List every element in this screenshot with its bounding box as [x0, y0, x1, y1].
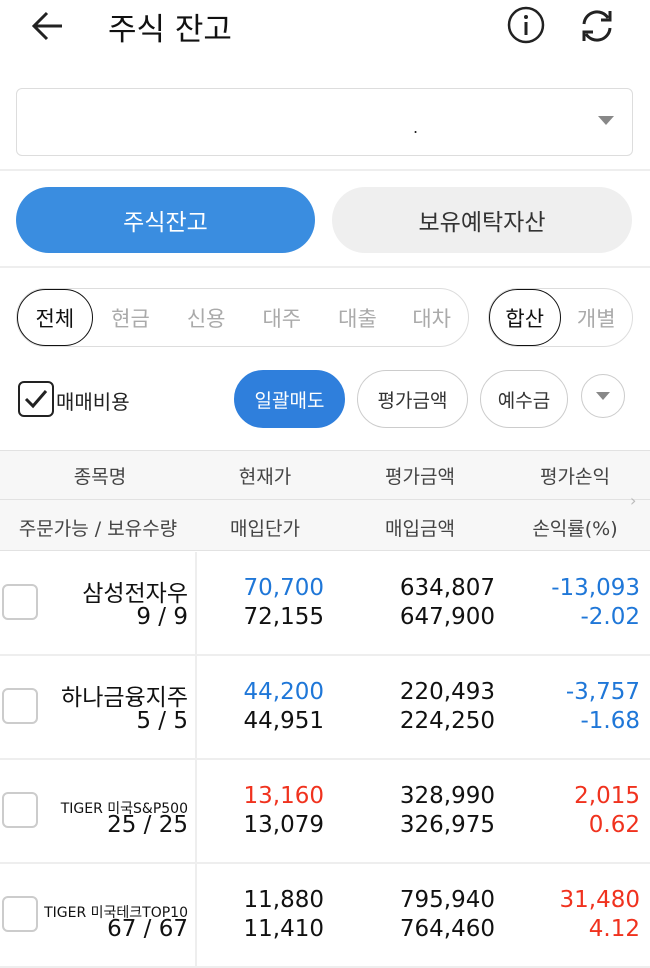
- filter-all[interactable]: 전체: [17, 289, 93, 346]
- current-price: 44,200: [243, 679, 324, 705]
- filter-short[interactable]: 대주: [262, 306, 302, 331]
- buy-price: 11,410: [243, 916, 324, 942]
- eval-amount: 328,990: [399, 783, 495, 809]
- eval-amount-button[interactable]: 평가금액: [357, 370, 468, 428]
- view-combined[interactable]: 합산: [489, 289, 561, 346]
- row-checkbox[interactable]: [2, 584, 38, 620]
- chevron-down-icon[interactable]: [598, 116, 614, 125]
- chevron-right-icon[interactable]: ›: [630, 491, 637, 510]
- view-filter: 합산 개별: [488, 288, 633, 347]
- divider: [195, 656, 197, 758]
- filter-lending[interactable]: 대차: [412, 306, 451, 331]
- type-filter: 전체 현금 신용 대주 대출 대차: [16, 288, 469, 347]
- fee-label: 매매비용: [56, 390, 130, 414]
- col-name: 종목명: [73, 466, 127, 488]
- stock-qty: 5 / 5: [136, 708, 188, 734]
- table-row[interactable]: 하나금융지주 5 / 5 44,200 44,951 220,493 224,2…: [0, 656, 650, 760]
- table-row[interactable]: 삼성전자우 9 / 9 70,700 72,155 634,807 647,90…: [0, 552, 650, 656]
- eval-amount: 220,493: [399, 679, 495, 705]
- profit-loss-rate: 4.12: [588, 916, 640, 942]
- stock-name[interactable]: 하나금융지주: [61, 685, 188, 711]
- col-eval: 평가금액: [385, 466, 455, 488]
- fee-checkbox[interactable]: [18, 381, 54, 417]
- stock-qty: 25 / 25: [107, 812, 188, 838]
- table-header: 종목명 현재가 평가금액 평가손익 주문가능 / 보유수량 매입단가 매입금액 …: [0, 450, 650, 551]
- col-buy-amount: 매입금액: [385, 518, 455, 540]
- tab-deposit-assets[interactable]: 보유예탁자산: [332, 187, 632, 253]
- buy-price: 44,951: [243, 708, 324, 734]
- stock-name[interactable]: 삼성전자우: [82, 581, 188, 607]
- eval-amount: 795,940: [399, 887, 495, 913]
- stock-qty: 67 / 67: [107, 916, 188, 942]
- stock-qty: 9 / 9: [136, 604, 188, 630]
- buy-price: 13,079: [243, 812, 324, 838]
- stock-name[interactable]: TIGER 미국S&P500: [60, 801, 188, 817]
- table-row[interactable]: TIGER 미국S&P500 25 / 25 13,160 13,079 328…: [0, 760, 650, 864]
- divider: [195, 552, 197, 654]
- current-price: 11,880: [243, 887, 324, 913]
- profit-loss: -13,093: [551, 575, 640, 601]
- buy-amount: 647,900: [399, 604, 495, 630]
- row-checkbox[interactable]: [2, 792, 38, 828]
- buy-amount: 224,250: [399, 708, 495, 734]
- filter-loan[interactable]: 대출: [338, 306, 377, 331]
- col-pl: 평가손익: [540, 466, 610, 488]
- page-title: 주식 잔고: [108, 12, 232, 48]
- profit-loss: -3,757: [565, 679, 640, 705]
- bulk-sell-button[interactable]: 일괄매도: [234, 370, 345, 428]
- profit-loss-rate: -2.02: [580, 604, 640, 630]
- profit-loss: 31,480: [559, 887, 640, 913]
- current-price: 13,160: [243, 783, 324, 809]
- divider: [0, 266, 650, 268]
- divider: [195, 760, 197, 862]
- divider: [195, 864, 197, 966]
- profit-loss-rate: -1.68: [580, 708, 640, 734]
- filter-cash[interactable]: 현금: [111, 306, 150, 331]
- account-value: .: [413, 118, 419, 137]
- profit-loss: 2,015: [574, 783, 640, 809]
- col-qty: 주문가능 / 보유수량: [18, 518, 178, 540]
- buy-amount: 326,975: [399, 812, 495, 838]
- check-icon: [24, 390, 48, 409]
- buy-amount: 764,460: [399, 916, 495, 942]
- account-select[interactable]: [16, 88, 633, 156]
- col-price: 현재가: [238, 466, 292, 488]
- row-checkbox[interactable]: [2, 896, 38, 932]
- row-checkbox[interactable]: [2, 688, 38, 724]
- back-arrow-icon[interactable]: [26, 6, 70, 46]
- more-options-button[interactable]: [581, 374, 625, 418]
- filter-credit[interactable]: 신용: [186, 306, 226, 331]
- deposit-button[interactable]: 예수금: [480, 370, 568, 428]
- current-price: 70,700: [243, 575, 324, 601]
- col-buy-price: 매입단가: [230, 518, 300, 540]
- info-icon[interactable]: [505, 4, 547, 46]
- eval-amount: 634,807: [399, 575, 495, 601]
- table-row[interactable]: TIGER 미국테크TOP10 67 / 67 11,880 11,410 79…: [0, 864, 650, 968]
- view-individual[interactable]: 개별: [576, 306, 616, 331]
- stock-name[interactable]: TIGER 미국테크TOP10: [44, 905, 188, 921]
- col-pl-rate: 손익률(%): [532, 518, 618, 540]
- tab-stock-balance[interactable]: 주식잔고: [16, 187, 315, 253]
- buy-price: 72,155: [243, 604, 324, 630]
- profit-loss-rate: 0.62: [588, 812, 640, 838]
- chevron-down-icon: [596, 392, 610, 400]
- divider: [0, 169, 650, 171]
- refresh-icon[interactable]: [575, 4, 619, 48]
